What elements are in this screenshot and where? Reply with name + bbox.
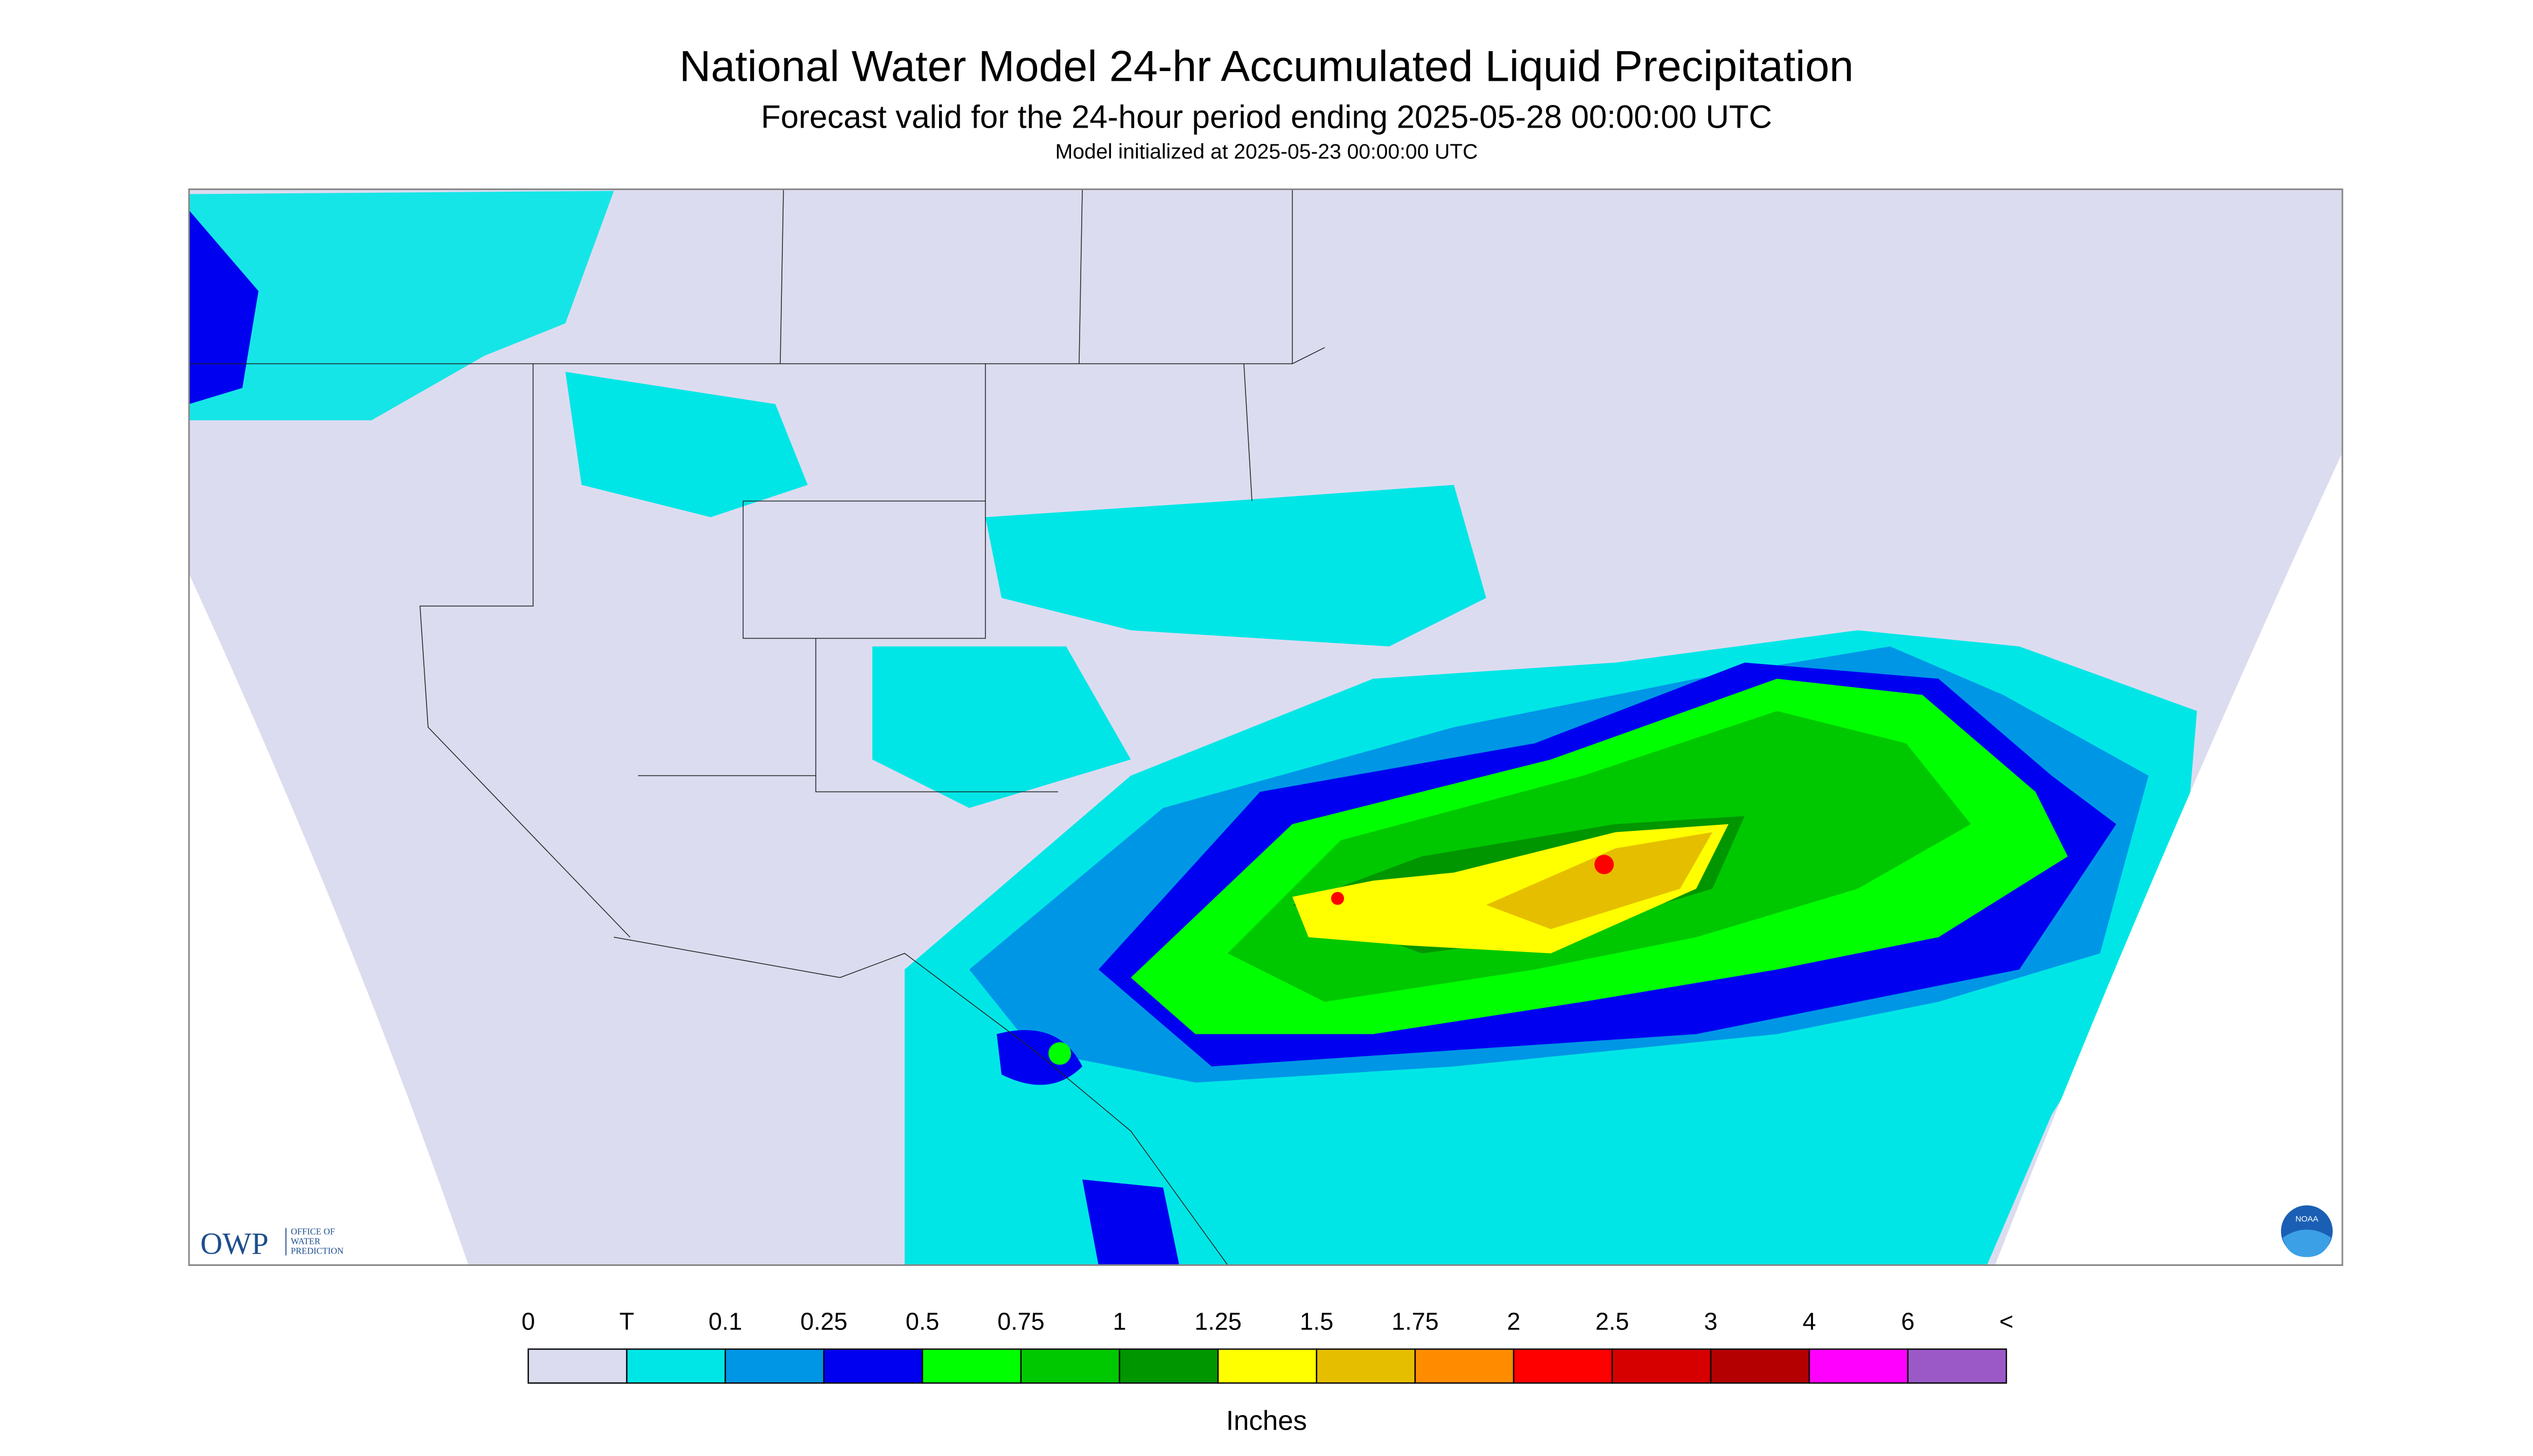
legend-label: 1.75 — [1391, 1308, 1439, 1335]
legend-label: 6 — [1901, 1308, 1914, 1335]
legend-swatch — [823, 1348, 923, 1384]
init-note: Model initialized at 2025-05-23 00:00:00… — [1055, 141, 1478, 164]
legend-label: < — [1999, 1308, 2013, 1335]
subtitle: Forecast valid for the 24-hour period en… — [761, 99, 1772, 135]
legend-swatch — [527, 1348, 628, 1384]
legend-swatch — [1118, 1348, 1219, 1384]
noaa-logo: NOAA — [2281, 1205, 2333, 1257]
legend-label: 1 — [1112, 1308, 1126, 1335]
owp-logo: OWP OFFICE OF WATER PREDICTION — [200, 1227, 344, 1261]
title: National Water Model 24-hr Accumulated L… — [680, 43, 1854, 91]
owp-text: WATER — [291, 1236, 320, 1247]
legend-label: 1.5 — [1300, 1308, 1334, 1335]
legend-label: 0.1 — [709, 1308, 743, 1335]
legend-swatch — [1808, 1348, 1909, 1384]
legend-label: T — [619, 1308, 634, 1335]
legend-swatch — [1710, 1348, 1810, 1384]
noaa: NOAA — [2296, 1215, 2319, 1224]
legend-swatch — [1611, 1348, 1712, 1384]
legend-label: 2 — [1507, 1308, 1520, 1335]
legend-swatch — [1907, 1348, 2007, 1384]
legend-label: 0.75 — [997, 1308, 1045, 1335]
legend-label: 0 — [521, 1308, 535, 1335]
legend-swatch — [1217, 1348, 1318, 1384]
legend-swatch — [1414, 1348, 1515, 1384]
legend-swatch — [724, 1348, 825, 1384]
legend-swatch — [1316, 1348, 1416, 1384]
legend-swatch — [921, 1348, 1022, 1384]
legend-swatch — [626, 1348, 726, 1384]
legend-label: 0.5 — [906, 1308, 940, 1335]
legend-label: 2.5 — [1596, 1308, 1629, 1335]
legend-label: 4 — [1802, 1308, 1816, 1335]
unit-label: Inches — [1226, 1405, 1307, 1436]
colorbar: 0 T 0.1 0.25 0.5 0.75 1 1.25 1.5 1.75 2 2.5 3 4 6 < — [521, 1308, 2013, 1384]
legend-swatch — [1513, 1348, 1613, 1384]
owp-text: OFFICE OF — [291, 1227, 335, 1237]
legend-label: 0.25 — [800, 1308, 848, 1335]
map: OWP OFFICE OF WATER PREDICTION NOAA — [188, 188, 2343, 1266]
legend-label: 1.25 — [1194, 1308, 1242, 1335]
legend-swatch — [1020, 1348, 1121, 1384]
legend-label: 3 — [1704, 1308, 1717, 1335]
owp-text: PREDICTION — [291, 1246, 344, 1256]
owp: OWP — [200, 1227, 269, 1261]
